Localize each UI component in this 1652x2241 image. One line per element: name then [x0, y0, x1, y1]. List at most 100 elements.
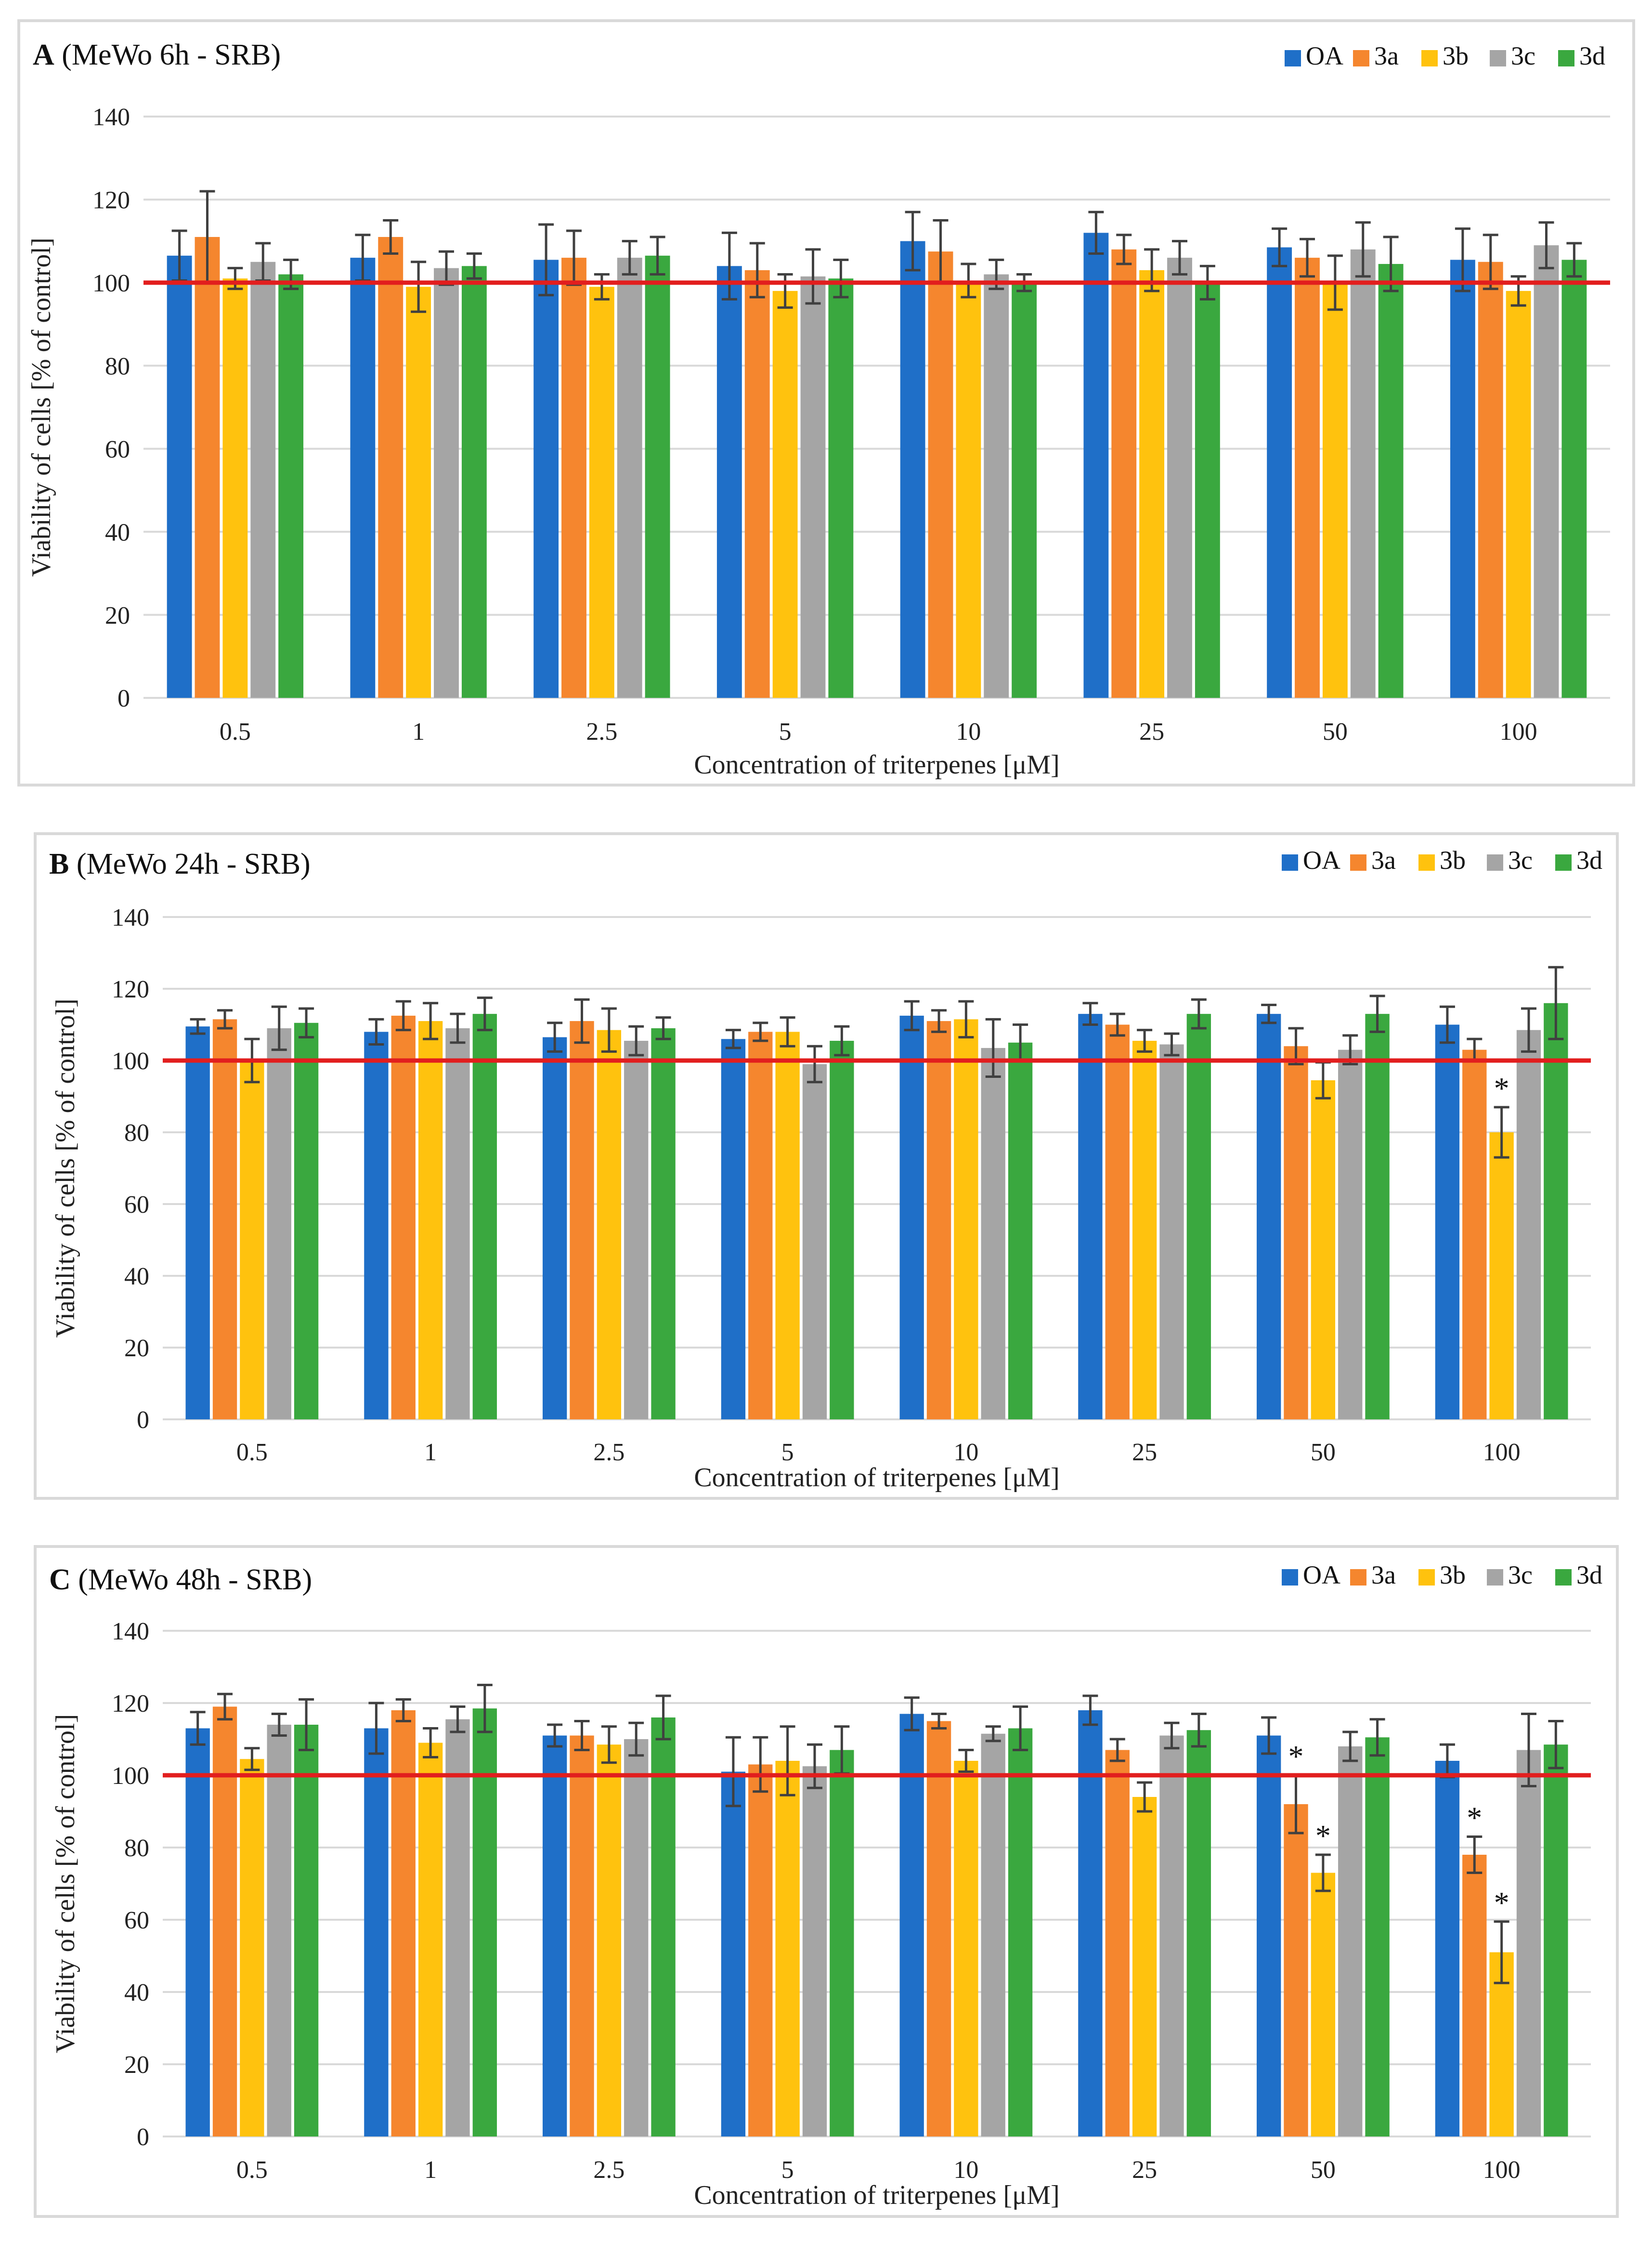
bar-3d-100: [1544, 1744, 1568, 2136]
bar-3b-100: [1506, 291, 1531, 698]
bar-3a-50: [1284, 1804, 1308, 2136]
bar-oa-1: [350, 258, 376, 698]
bar-3b-10: [954, 1761, 978, 2136]
bar-3d-0_5: [278, 274, 304, 698]
x-tick-label: 100: [1500, 718, 1537, 746]
bar-3a-100: [1462, 1855, 1487, 2136]
bar-3b-0_5: [222, 278, 248, 698]
legend-swatch-3d: [1555, 1569, 1572, 1586]
bar-3d-10: [1008, 1042, 1033, 1419]
bar-3a-2_5: [570, 1021, 594, 1419]
bar-3b-1: [418, 1021, 443, 1419]
y-tick-label: 100: [92, 270, 130, 297]
y-tick-label: 20: [124, 2051, 149, 2079]
bar-3c-10: [984, 274, 1009, 698]
bar-oa-100: [1435, 1761, 1460, 2136]
x-tick-label: 50: [1323, 718, 1348, 746]
bar-3d-25: [1195, 282, 1220, 698]
y-tick-label: 120: [112, 1690, 149, 1717]
bar-3d-10: [1012, 282, 1037, 698]
bar-3a-25: [1105, 1024, 1130, 1419]
bar-3a-50: [1284, 1046, 1308, 1419]
bar-3b-5: [772, 291, 798, 698]
y-tick-label: 140: [112, 1618, 149, 1645]
x-tick-label: 5: [781, 2156, 794, 2184]
bar-3b-50: [1322, 282, 1348, 698]
bar-3b-0_5: [240, 1759, 264, 2136]
x-tick-label: 10: [953, 1439, 978, 1466]
chart-a: 0 20 40 60 80 100 120 140 0.5 1 2.5 5 10 25 50 100 Conce…: [26, 39, 1610, 780]
bar-3a-100: [1462, 1049, 1487, 1419]
legend-label-oa: OA: [1306, 41, 1343, 70]
bar-3b-0_5: [240, 1061, 264, 1419]
legend-label-3a: 3a: [1371, 846, 1396, 875]
x-tick-label: 25: [1139, 718, 1164, 746]
chart-title-text: (MeWo 48h - SRB): [71, 1563, 312, 1596]
chart-title: B (MeWo 24h - SRB): [49, 848, 311, 880]
y-axis-label: Viability of cells [% of control]: [26, 237, 56, 577]
y-tick-label: 60: [105, 436, 130, 463]
bar-3d-10: [1008, 1728, 1033, 2136]
bar-3a-1: [378, 237, 403, 698]
bar-3c-5: [800, 276, 826, 698]
bar-3d-100: [1544, 1003, 1568, 1419]
bar-3c-10: [981, 1733, 1005, 2136]
y-tick-label: 140: [92, 104, 130, 131]
bar-3c-100: [1534, 245, 1559, 698]
bar-3a-2_5: [561, 258, 586, 698]
bar-3d-2_5: [651, 1028, 676, 1419]
x-tick-label: 1: [424, 1439, 437, 1466]
x-tick-label: 2.5: [593, 2156, 624, 2184]
bar-3c-10: [981, 1048, 1005, 1419]
x-axis-label: Concentration of triterpenes [μM]: [694, 1463, 1059, 1493]
bar-oa-50: [1256, 1014, 1281, 1419]
x-tick-label: 5: [779, 718, 792, 746]
y-tick-label: 40: [124, 1263, 149, 1290]
bar-oa-0_5: [167, 255, 192, 698]
y-tick-label: 40: [124, 1979, 149, 2006]
bar-3a-5: [748, 1032, 773, 1419]
chart-title-letter: A: [33, 39, 54, 71]
y-tick-label: 60: [124, 1907, 149, 1934]
bar-oa-100: [1435, 1024, 1460, 1419]
bar-oa-10: [899, 1015, 924, 1419]
x-tick-label: 100: [1483, 2156, 1521, 2184]
bar-oa-0_5: [185, 1026, 210, 1419]
bar-3b-25: [1132, 1041, 1157, 1419]
bar-3b-100: [1489, 1132, 1514, 1419]
bar-3d-50: [1365, 1737, 1390, 2136]
bar-3a-0_5: [212, 1019, 237, 1419]
bar-3c-1: [445, 1719, 470, 2136]
bar-3c-50: [1338, 1746, 1363, 2136]
y-tick-label: 80: [124, 1835, 149, 1862]
bar-3c-100: [1516, 1030, 1541, 1419]
legend-label-3a: 3a: [1374, 41, 1399, 70]
bar-oa-25: [1078, 1710, 1103, 2136]
legend-label-3c: 3c: [1508, 846, 1533, 875]
bar-3d-0_5: [294, 1725, 319, 2136]
chart-c: 0 20 40 60 80 100 120 140 * * * * 0.5 1 2.5 5 10 25 50 100 C…: [49, 1560, 1602, 2210]
y-tick-label: 100: [112, 1762, 149, 1790]
bar-3b-5: [775, 1032, 800, 1419]
significance-star: *: [1467, 1801, 1482, 1835]
bar-3b-1: [418, 1743, 443, 2136]
bar-oa-25: [1078, 1014, 1103, 1419]
bar-oa-5: [721, 1771, 746, 2136]
x-tick-label: 50: [1311, 1439, 1336, 1466]
bar-3a-0_5: [212, 1706, 237, 2136]
bar-3c-0_5: [267, 1028, 291, 1419]
x-tick-label: 25: [1132, 1439, 1157, 1466]
x-tick-label: 10: [953, 2156, 978, 2184]
legend-swatch-oa: [1285, 50, 1301, 66]
bar-3a-100: [1478, 262, 1503, 698]
bar-3d-50: [1365, 1014, 1390, 1419]
significance-star: *: [1315, 1819, 1331, 1853]
bar-3b-2_5: [597, 1030, 622, 1419]
y-tick-label: 0: [117, 685, 130, 712]
bar-3c-25: [1159, 1044, 1184, 1419]
legend-label-3b: 3b: [1440, 1560, 1466, 1589]
bar-3b-10: [956, 280, 981, 698]
bar-3c-5: [802, 1064, 827, 1419]
bar-3c-1: [434, 268, 459, 698]
legend-swatch-oa: [1282, 1569, 1298, 1586]
